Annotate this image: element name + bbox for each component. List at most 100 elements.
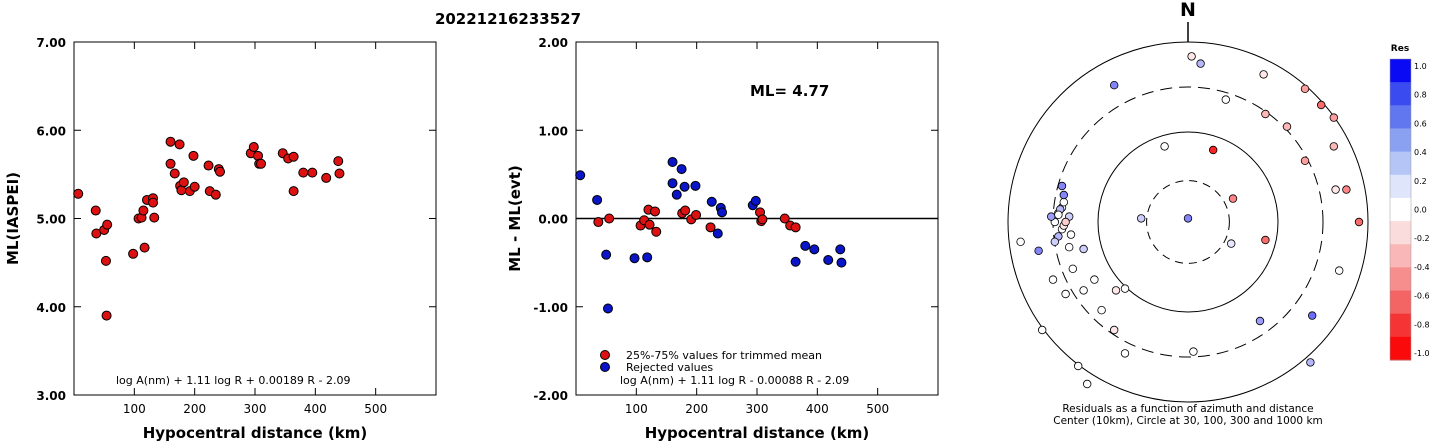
data-point xyxy=(690,180,701,191)
data-point xyxy=(148,197,159,208)
y-tick-label: 5.00 xyxy=(36,213,66,227)
legend-label: 25%-75% values for trimmed mean xyxy=(626,349,822,362)
data-point xyxy=(750,195,761,206)
station-residual-marker xyxy=(1057,181,1067,191)
station-residual-marker xyxy=(1282,122,1292,131)
station-residual-marker xyxy=(1316,100,1326,110)
data-point xyxy=(809,244,820,255)
data-point xyxy=(706,196,717,207)
colorbar-tick-label: -1.0 xyxy=(1414,349,1430,358)
legend-marker xyxy=(600,350,610,360)
formula-label: log A(nm) + 1.11 log R - 0.00088 R - 2.0… xyxy=(620,374,849,387)
x-axis-label: Hypocentral distance (km) xyxy=(645,424,870,441)
station-residual-marker xyxy=(1183,214,1193,223)
y-tick-label: 1.00 xyxy=(538,124,568,138)
data-point xyxy=(334,168,345,179)
data-point xyxy=(248,142,259,153)
data-point xyxy=(650,206,661,217)
colorbar-frame xyxy=(1389,58,1412,361)
data-point xyxy=(189,181,200,192)
data-point xyxy=(321,172,332,183)
colorbar-segment xyxy=(1390,151,1411,176)
colorbar-tick-label: -0.2 xyxy=(1414,234,1430,243)
y-tick-label: -1.00 xyxy=(533,301,568,315)
station-residual-marker xyxy=(1334,266,1344,275)
data-point xyxy=(101,310,112,321)
data-point xyxy=(823,254,834,265)
station-residual-marker xyxy=(1259,70,1268,79)
colorbar-tick-label: 0.0 xyxy=(1414,206,1427,215)
ml-value-label: ML= 4.77 xyxy=(750,82,829,100)
x-tick-label: 200 xyxy=(685,402,708,416)
data-point xyxy=(210,189,221,200)
colorbar-tick-label: -0.4 xyxy=(1414,263,1430,272)
formula-label: log A(nm) + 1.11 log R + 0.00189 R - 2.0… xyxy=(116,374,350,387)
colorbar-tick-label: 0.4 xyxy=(1414,148,1427,157)
station-residual-marker xyxy=(1261,109,1270,119)
data-point xyxy=(790,256,801,267)
data-point xyxy=(601,249,612,260)
y-tick-label: 7.00 xyxy=(36,36,66,50)
data-point xyxy=(149,212,160,223)
data-point xyxy=(835,244,846,255)
station-residual-marker xyxy=(1048,275,1058,284)
data-point xyxy=(712,228,723,239)
station-residual-marker xyxy=(1228,194,1238,203)
colorbar-segment xyxy=(1390,336,1411,361)
range-circle-1000km xyxy=(1007,41,1369,403)
north-label: N xyxy=(1180,0,1196,21)
data-point xyxy=(188,150,199,161)
data-point xyxy=(592,194,603,205)
data-point xyxy=(298,167,309,178)
station-residual-marker xyxy=(1189,347,1198,356)
station-residual-marker xyxy=(1109,80,1119,90)
colorbar-segment xyxy=(1390,244,1411,268)
station-residual-marker xyxy=(1046,212,1056,221)
station-residual-marker xyxy=(1331,185,1340,194)
data-point xyxy=(691,209,702,220)
x-tick-label: 200 xyxy=(183,402,206,416)
station-residual-marker xyxy=(1342,185,1351,194)
data-point xyxy=(667,178,678,189)
legend-marker xyxy=(600,362,610,372)
x-axis-label: Hypocentral distance (km) xyxy=(143,424,368,441)
station-residual-marker xyxy=(1354,217,1364,227)
station-residual-marker xyxy=(1109,325,1119,335)
data-point xyxy=(333,156,344,167)
data-point xyxy=(679,181,690,192)
x-tick-label: 100 xyxy=(625,402,648,416)
station-residual-marker xyxy=(1097,306,1106,315)
station-residual-marker xyxy=(1196,59,1205,68)
station-residual-marker xyxy=(1160,142,1169,151)
data-point xyxy=(307,167,318,178)
magnitude-vs-distance-panel: 100 200 300 400 500 3.00 4.00 5.00 6.00 7.00 Hypoc… xyxy=(4,36,437,441)
data-point xyxy=(604,213,615,224)
station-residual-marker xyxy=(1079,286,1088,295)
azimuth-residual-map: N Residuals as a function of azimuth and… xyxy=(1007,0,1369,427)
station-residual-marker xyxy=(1082,379,1092,389)
station-residual-marker xyxy=(1255,316,1265,326)
y-tick-label: 3.00 xyxy=(36,389,66,403)
colorbar-tick-label: -0.8 xyxy=(1414,320,1430,329)
data-point xyxy=(667,157,678,168)
y-axis-label: ML - ML(evt) xyxy=(506,165,524,271)
data-point xyxy=(642,252,653,263)
station-residual-marker xyxy=(1306,358,1315,367)
y-axis-label: ML(IASPEI) xyxy=(4,172,22,265)
station-residual-marker xyxy=(1037,325,1047,335)
station-residual-marker xyxy=(1016,237,1025,246)
station-residual-marker xyxy=(1073,361,1083,371)
station-residual-marker xyxy=(1068,264,1077,273)
colorbar-segment xyxy=(1390,197,1411,222)
station-residual-marker xyxy=(1034,246,1043,255)
colorbar-segment xyxy=(1390,290,1411,315)
legend-label: Rejected values xyxy=(626,361,713,374)
station-residual-marker xyxy=(1307,311,1317,320)
station-residual-marker xyxy=(1090,275,1099,284)
data-point xyxy=(102,219,113,230)
station-residual-marker xyxy=(1221,95,1230,104)
station-residual-marker xyxy=(1226,239,1236,248)
x-tick-label: 400 xyxy=(806,402,829,416)
plot-frame xyxy=(73,41,437,396)
